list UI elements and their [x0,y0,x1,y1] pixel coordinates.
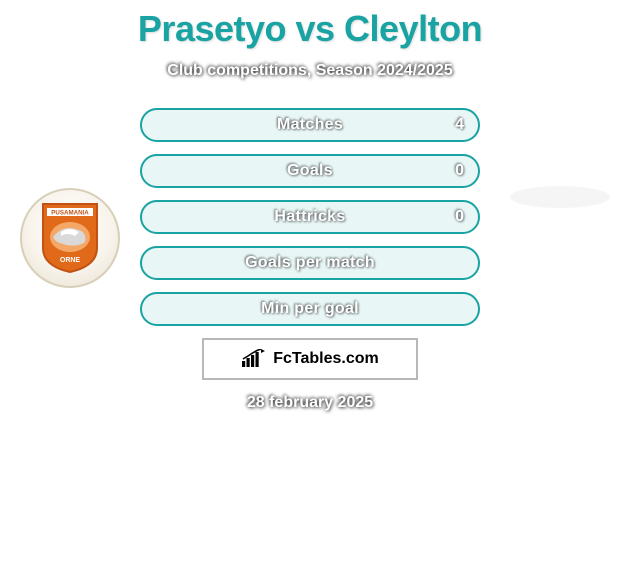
badge-bottom-text: ORNE [60,257,81,264]
stat-label: Hattricks [274,208,345,226]
brand-text: FcTables.com [273,350,379,368]
stat-row-goals: Goals 0 [140,154,480,188]
stat-label: Goals [287,162,333,180]
stat-value: 4 [455,116,464,134]
brand-watermark[interactable]: FcTables.com [202,338,418,380]
stat-row-matches: Matches 4 [140,108,480,142]
badge-top-text: PUSAMANIA [51,210,89,217]
club-right-avatar [510,186,610,208]
player-left-avatar [10,133,110,155]
stat-row-min-per-goal: Min per goal [140,292,480,326]
stat-row-goals-per-match: Goals per match [140,246,480,280]
date-text: 28 february 2025 [0,394,620,412]
stat-value: 0 [455,208,464,226]
stat-value: 0 [455,162,464,180]
stat-label: Goals per match [245,254,375,272]
stat-row-hattricks: Hattricks 0 [140,200,480,234]
bar-chart-icon [241,349,267,369]
season-subtitle: Club competitions, Season 2024/2025 [0,62,620,80]
stat-label: Matches [277,116,343,134]
player-right-avatar [510,133,610,155]
stats-table: Matches 4 Goals 0 Hattricks 0 Goals per … [140,108,480,326]
badge-circle: PUSAMANIA ORNE [20,188,120,288]
stat-label: Min per goal [261,300,359,318]
page-title: Prasetyo vs Cleylton [0,8,620,50]
shield-icon: PUSAMANIA ORNE [39,202,101,274]
club-left-badge: PUSAMANIA ORNE [20,188,120,298]
